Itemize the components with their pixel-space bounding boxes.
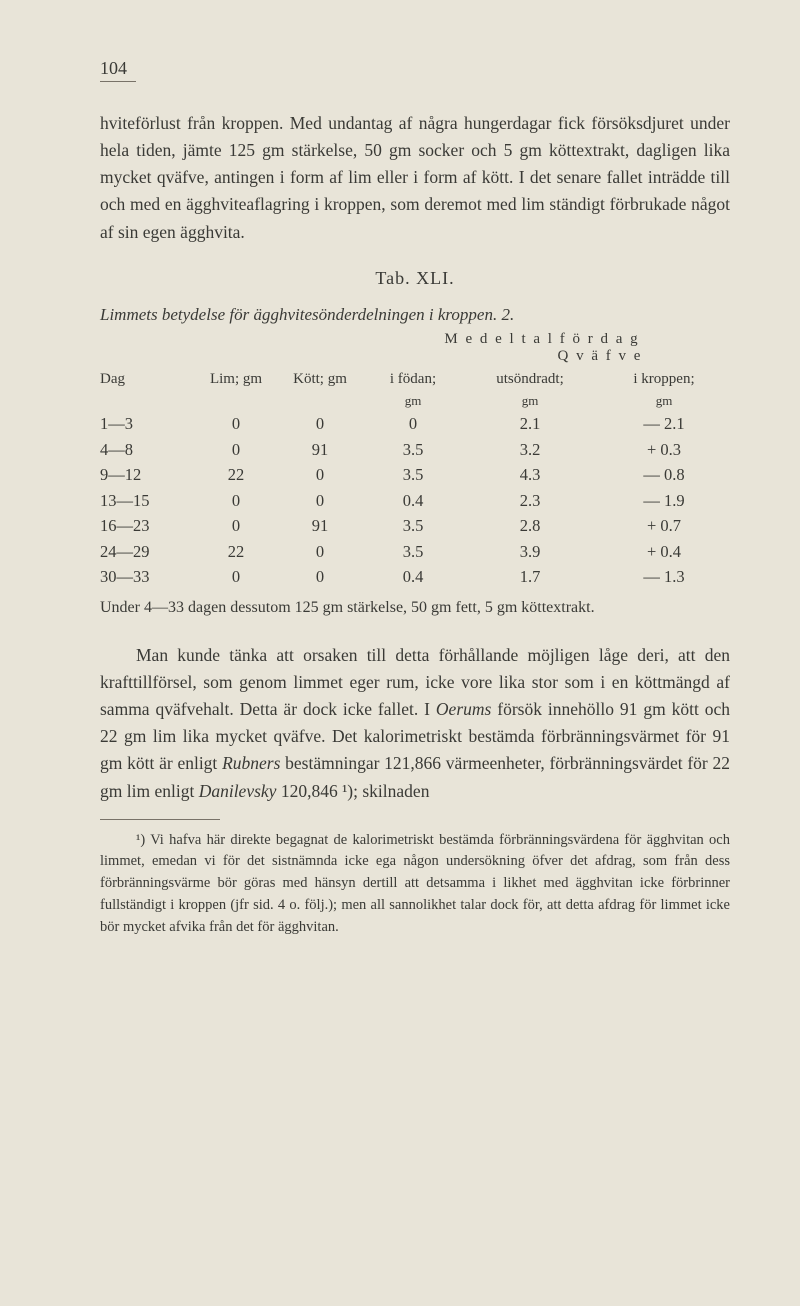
italic-danilevsky: Danilevsky — [199, 781, 277, 801]
table-row: 30—33 0 0 0.4 1.7 — 1.3 — [100, 564, 730, 590]
cell-kott: 0 — [276, 539, 364, 565]
cell-dag: 24—29 — [100, 539, 196, 565]
cell-kott: 0 — [276, 488, 364, 514]
cell-fodan: 3.5 — [364, 462, 462, 488]
table-row: 16—23 0 91 3.5 2.8 + 0.7 — [100, 513, 730, 539]
cell-dag: 4—8 — [100, 437, 196, 463]
p2-text-4: 120,846 ¹); skilnaden — [276, 781, 429, 801]
cell-lim: 0 — [196, 513, 276, 539]
cell-dag: 1—3 — [100, 411, 196, 437]
cell-kott: 91 — [276, 437, 364, 463]
cell-krop: — 1.3 — [598, 564, 730, 590]
data-table: Dag Lim; gm Kött; gm i födan; utsöndradt… — [100, 368, 730, 590]
super-header-2: Q v ä f v e — [470, 348, 730, 365]
table-row: 4—8 0 91 3.5 3.2 + 0.3 — [100, 437, 730, 463]
unit-fodan: gm — [364, 391, 462, 411]
table-title: Tab. XLI. — [100, 268, 730, 289]
cell-lim: 22 — [196, 539, 276, 565]
paragraph-2: Man kunde tänka att orsaken till detta f… — [100, 642, 730, 805]
super-header-1: M e d e l t a l f ö r d a g — [354, 331, 730, 348]
cell-fodan: 3.5 — [364, 437, 462, 463]
cell-uts: 3.9 — [462, 539, 598, 565]
cell-fodan: 0.4 — [364, 488, 462, 514]
cell-lim: 22 — [196, 462, 276, 488]
cell-uts: 1.7 — [462, 564, 598, 590]
paragraph-1: hviteförlust från kroppen. Med undantag … — [100, 110, 730, 246]
italic-oerums: Oerums — [436, 699, 491, 719]
cell-dag: 9—12 — [100, 462, 196, 488]
cell-lim: 0 — [196, 437, 276, 463]
table-header-row: Dag Lim; gm Kött; gm i födan; utsöndradt… — [100, 368, 730, 391]
table-row: 24—29 22 0 3.5 3.9 + 0.4 — [100, 539, 730, 565]
cell-krop: + 0.7 — [598, 513, 730, 539]
table-super-headers: M e d e l t a l f ö r d a g Q v ä f v e — [100, 331, 730, 365]
cell-krop: — 0.8 — [598, 462, 730, 488]
cell-lim: 0 — [196, 564, 276, 590]
table-row: 1—3 0 0 0 2.1 — 2.1 — [100, 411, 730, 437]
cell-dag: 16—23 — [100, 513, 196, 539]
cell-lim: 0 — [196, 488, 276, 514]
cell-kott: 0 — [276, 411, 364, 437]
cell-uts: 4.3 — [462, 462, 598, 488]
cell-dag: 30—33 — [100, 564, 196, 590]
col-header-dag: Dag — [100, 368, 196, 391]
unit-uts: gm — [462, 391, 598, 411]
cell-lim: 0 — [196, 411, 276, 437]
cell-uts: 2.1 — [462, 411, 598, 437]
cell-kott: 0 — [276, 564, 364, 590]
cell-krop: + 0.4 — [598, 539, 730, 565]
col-header-krop: i kroppen; — [598, 368, 730, 391]
cell-fodan: 0 — [364, 411, 462, 437]
cell-krop: — 1.9 — [598, 488, 730, 514]
table-row: 13—15 0 0 0.4 2.3 — 1.9 — [100, 488, 730, 514]
col-header-lim: Lim; gm — [196, 368, 276, 391]
cell-uts: 2.3 — [462, 488, 598, 514]
col-header-uts: utsöndradt; — [462, 368, 598, 391]
col-header-kott: Kött; gm — [276, 368, 364, 391]
footnote-separator — [100, 819, 220, 820]
cell-fodan: 0.4 — [364, 564, 462, 590]
footnote: ¹) Vi hafva här direkte begagnat de kalo… — [100, 830, 730, 939]
page-number: 104 — [100, 58, 136, 82]
table-caption: Limmets betydelse för ägghvitesönderdeln… — [100, 305, 730, 325]
unit-row: gm gm gm — [100, 391, 730, 411]
table-row: 9—12 22 0 3.5 4.3 — 0.8 — [100, 462, 730, 488]
cell-uts: 3.2 — [462, 437, 598, 463]
cell-uts: 2.8 — [462, 513, 598, 539]
cell-krop: — 2.1 — [598, 411, 730, 437]
cell-fodan: 3.5 — [364, 539, 462, 565]
table-footer-note: Under 4—33 dagen dessutom 125 gm stärkel… — [100, 596, 730, 620]
cell-kott: 91 — [276, 513, 364, 539]
italic-rubners: Rubners — [222, 753, 280, 773]
cell-kott: 0 — [276, 462, 364, 488]
col-header-fodan: i födan; — [364, 368, 462, 391]
cell-fodan: 3.5 — [364, 513, 462, 539]
unit-krop: gm — [598, 391, 730, 411]
cell-dag: 13—15 — [100, 488, 196, 514]
cell-krop: + 0.3 — [598, 437, 730, 463]
